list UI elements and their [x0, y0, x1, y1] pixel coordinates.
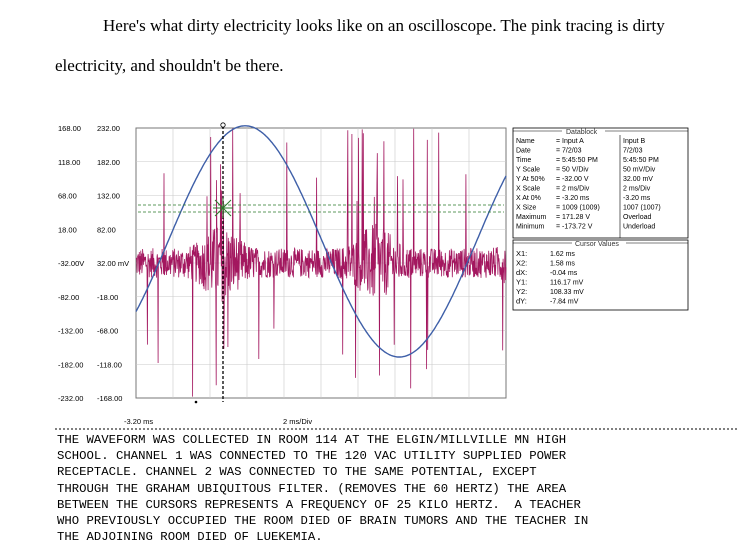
input-b-dirty-electricity-trace: [135, 128, 507, 397]
y-axis-left-labels: 168.00 118.00 68.00 18.00 -32.00V -82.00 -132.…: [58, 124, 84, 403]
y-axis-right-labels: 232.00 182.00 132.00 82.00 32.00 mV -18.00 -68…: [97, 124, 129, 403]
datablock-row-label: Minimum: [516, 224, 545, 231]
datablock-row-input-a: = Input A: [556, 138, 584, 145]
datablock-row-label: Time: [516, 157, 531, 164]
y-tick-label-left: 168.00: [58, 124, 81, 133]
cursor-value: 1.58 ms: [550, 261, 575, 268]
datablock-row-input-b: Input B: [623, 138, 646, 145]
cursor-values-panel: Cursor Values X1: 1.62 ms X2: 1.58 ms dX: -0.…: [512, 239, 689, 311]
cursor-top-handle[interactable]: [220, 122, 226, 128]
intro-line-2: electricity, and shouldn't be there.: [55, 56, 284, 75]
cursor-crosshair-icon: [213, 198, 233, 218]
datablock-row-input-b: 32.00 mV: [623, 176, 653, 183]
cursor-value-label: Y2:: [516, 287, 527, 296]
cursor-value: -7.84 mV: [550, 299, 579, 306]
y-tick-label-right: -68.00: [97, 327, 118, 336]
cursor-values-title: Cursor Values: [575, 241, 619, 248]
datablock-row-input-b: 7/2/03: [623, 148, 643, 155]
datablock-row-input-a: = -3.20 ms: [556, 195, 590, 202]
cursor-markers: [138, 122, 504, 404]
y-tick-label-left: 18.00: [58, 225, 77, 234]
y-tick-label-right: 182.00: [97, 158, 120, 167]
cursor-value: -0.04 ms: [550, 270, 578, 277]
datablock-row-input-a: = 5:45:50 PM: [556, 157, 598, 164]
y-tick-label-left: 68.00: [58, 192, 77, 201]
datablock-row-label: Name: [516, 138, 535, 145]
datablock-row-input-b: 1007 (1007): [623, 205, 661, 212]
datablock-title: Datablock: [566, 129, 598, 136]
cursor-value-label: Y1:: [516, 278, 527, 287]
input-b-trace-line: [135, 128, 507, 397]
x-tick-start: -3.20 ms: [124, 417, 153, 426]
cursor-bottom-handle[interactable]: [194, 400, 198, 404]
datablock-row-input-a: = 171.28 V: [556, 214, 590, 221]
datablock-row-label: Maximum: [516, 214, 547, 221]
datablock-panel: Datablock Name = Input A Input B Date = 7/2/…: [512, 127, 689, 239]
y-tick-label-left: -132.00: [58, 327, 83, 336]
datablock-row-input-a: = 7/2/03: [556, 148, 582, 155]
cursor-values-rows: X1: 1.62 ms X2: 1.58 ms dX: -0.04 ms Y1: 116.17…: [516, 249, 584, 306]
cursor-value-label: X2:: [516, 259, 527, 268]
y-tick-label-left: -182.00: [58, 360, 83, 369]
caption-line: BETWEEN THE CURSORS REPRESENTS A FREQUEN…: [57, 497, 581, 512]
datablock-rows: Name = Input A Input B Date = 7/2/03 7/2/03 Ti…: [516, 138, 661, 231]
intro-line-1: Here's what dirty electricity looks like…: [103, 16, 665, 35]
caption-line: THE WAVEFORM WAS COLLECTED IN ROOM 114 A…: [57, 433, 567, 447]
caption-line: RECEPTACLE. CHANNEL 2 WAS CONNECTED TO T…: [57, 465, 537, 480]
y-tick-label-left: 118.00: [58, 158, 80, 167]
datablock-row-input-b: 2 ms/Div: [623, 186, 651, 193]
datablock-row-label: Y At 50%: [516, 176, 545, 183]
datablock-row-input-a: = 50 V/Div: [556, 167, 589, 174]
datablock-row-label: X Size: [516, 205, 536, 212]
cursor-value: 116.17 mV: [550, 280, 584, 287]
y-tick-label-right: 232.00: [97, 124, 120, 133]
y-tick-label-right: 32.00 mV: [97, 259, 129, 268]
datablock-row-input-a: = -32.00 V: [556, 176, 589, 183]
cursor-value-label: dX:: [516, 268, 527, 277]
y-tick-label-left: -232.00: [58, 394, 83, 403]
datablock-row-label: Y Scale: [516, 167, 540, 174]
caption-line: THROUGH THE GRAHAM UBIQUITOUS FILTER. (R…: [57, 481, 567, 496]
datablock-row-label: X At 0%: [516, 195, 541, 202]
datablock-row-input-a: = 2 ms/Div: [556, 186, 590, 193]
y-tick-label-left: -32.00V: [58, 259, 84, 268]
cursor-value-label: dY:: [516, 297, 527, 306]
y-tick-label-left: -82.00: [58, 293, 79, 302]
plot-frame: [135, 127, 507, 399]
y-tick-label-right: -18.00: [97, 293, 118, 302]
y-tick-label-right: -168.00: [97, 394, 122, 403]
cursor-value: 108.33 mV: [550, 289, 584, 296]
caption-line: SCHOOL. CHANNEL 1 WAS CONNECTED TO THE 1…: [57, 449, 567, 464]
cursor-value-label: X1:: [516, 249, 527, 258]
caption-line: WHO PREVIOUSLY OCCUPIED THE ROOM DIED OF…: [57, 514, 589, 529]
datablock-row-input-b: 5:45:50 PM: [623, 157, 659, 164]
x-scale-label: 2 ms/Div: [283, 417, 312, 426]
y-tick-label-right: 82.00: [97, 225, 116, 234]
input-a-sine-trace: [135, 125, 507, 358]
datablock-row-input-b: 50 mV/Div: [623, 167, 656, 174]
datablock-row-input-b: Overload: [623, 214, 652, 221]
datablock-row-input-b: -3.20 ms: [623, 195, 651, 202]
intro-paragraph: Here's what dirty electricity looks like…: [55, 8, 738, 84]
y-tick-label-right: 132.00: [97, 192, 120, 201]
caption-text: THE WAVEFORM WAS COLLECTED IN ROOM 114 A…: [57, 432, 737, 545]
caption-line: THE ADJOINING ROOM DIED OF LUEKEMIA.: [57, 530, 323, 545]
datablock-row-input-a: = 1009 (1009): [556, 205, 600, 212]
datablock-row-input-b: Underload: [623, 224, 655, 231]
y-tick-label-right: -118.00: [97, 360, 122, 369]
datablock-row-label: X Scale: [516, 186, 540, 193]
datablock-row-input-a: = -173.72 V: [556, 224, 593, 231]
datablock-row-label: Date: [516, 148, 531, 155]
cursor-value: 1.62 ms: [550, 251, 575, 258]
